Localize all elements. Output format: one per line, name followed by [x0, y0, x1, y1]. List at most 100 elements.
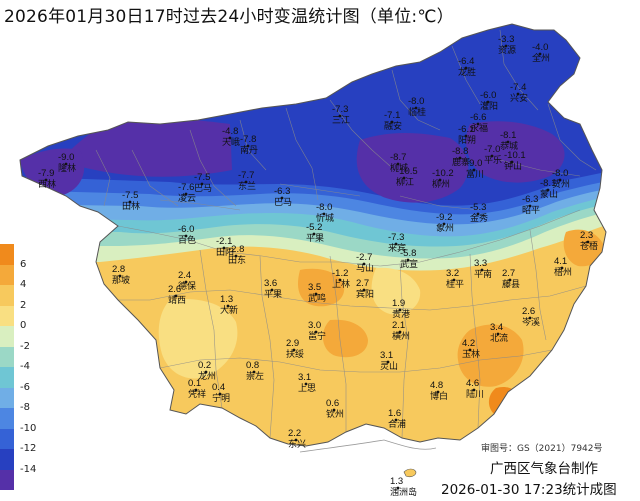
station-value: -1.2 — [332, 268, 348, 279]
station-dot — [338, 114, 342, 118]
station-marker: -6.0灌阳 — [480, 90, 498, 112]
station-name: 贺州 — [552, 178, 570, 190]
station-name: 昭平 — [522, 205, 540, 216]
station-marker: -2.1田阳 — [216, 236, 234, 258]
station-marker: 0.8崇左 — [246, 360, 264, 382]
station-name: 田东 — [228, 254, 246, 266]
station-name: 岑溪 — [522, 316, 540, 328]
station-value: 0.1 — [188, 378, 201, 389]
station-name: 武鸣 — [308, 292, 326, 304]
station-dot — [270, 288, 274, 292]
station-dot — [228, 136, 232, 140]
station-value: 3.6 — [264, 278, 277, 289]
station-dot — [394, 242, 398, 246]
station-dot — [362, 288, 366, 292]
legend-swatch — [0, 469, 14, 490]
station-dot — [204, 370, 208, 374]
station-name: 蒙山 — [540, 188, 558, 200]
station-value: 4.8 — [430, 380, 443, 391]
station-dot — [174, 294, 178, 298]
station-value: 1.3 — [220, 294, 233, 305]
station-value: 3.4 — [490, 322, 503, 333]
station-value: 2.2 — [288, 428, 301, 439]
station-marker: -7.1融安 — [384, 110, 402, 132]
station-dot — [234, 254, 238, 258]
station-marker: -7.5巴马 — [194, 172, 212, 194]
station-dot — [44, 178, 48, 182]
station-dot — [510, 160, 514, 164]
station-name: 西林 — [38, 178, 56, 190]
station-name: 马山 — [356, 263, 374, 274]
station-dot — [402, 176, 406, 180]
station-value: -6.1 — [458, 124, 474, 135]
station-dot — [586, 240, 590, 244]
station-name: 玉林 — [462, 348, 480, 360]
station-marker: -5.2平果 — [306, 222, 324, 244]
station-name: 象州 — [436, 222, 454, 234]
station-dot — [226, 304, 230, 308]
station-name: 北流 — [490, 332, 508, 344]
weizhou-island — [403, 468, 417, 478]
station-marker: 2.6岑溪 — [522, 306, 540, 328]
station-dot — [394, 418, 398, 422]
station-marker: -9.0富川 — [466, 158, 484, 180]
station-marker: 3.4北流 — [490, 322, 508, 344]
station-dot — [558, 178, 562, 182]
station-marker: -8.7柳城 — [390, 152, 408, 174]
station-value: 2.7 — [356, 278, 369, 289]
station-name: 平南 — [474, 268, 492, 280]
legend-label: 0 — [20, 320, 27, 331]
station-dot — [486, 100, 490, 104]
station-marker: -10.2柳州 — [432, 168, 454, 190]
station-name: 龙州 — [198, 370, 216, 382]
station-name: 上林 — [332, 278, 350, 290]
station-name: 钟山 — [504, 160, 522, 172]
station-dot — [246, 144, 250, 148]
station-value: -7.0 — [484, 144, 500, 155]
station-labels: -3.3资源 -4.0全州-6.4龙胜-7.4兴安-6.0灌阳-8.0临桂-7.3… — [38, 34, 598, 498]
station-name: 平乐 — [484, 154, 502, 166]
station-name: 宾阳 — [356, 288, 374, 300]
station-name: 平果 — [306, 233, 324, 244]
station-value: 1.9 — [392, 298, 405, 309]
station-name: 合浦 — [388, 418, 406, 430]
station-value: 3.0 — [308, 320, 321, 331]
station-value: -6.3 — [274, 186, 290, 197]
station-value: -5.8 — [400, 248, 416, 259]
station-value: 4.1 — [554, 256, 567, 267]
station-marker: -3.3资源 — [498, 34, 516, 56]
station-marker: 3.1灵山 — [380, 350, 398, 372]
station-marker: -7.3三江 — [332, 104, 350, 126]
station-marker: 3.1上思 — [298, 372, 316, 394]
station-name: 恭城 — [500, 141, 518, 152]
station-marker: 0.4宁明 — [212, 382, 230, 404]
station-name: 桂平 — [446, 278, 464, 290]
station-name: 兴安 — [510, 92, 528, 104]
station-dot — [472, 388, 476, 392]
station-value: -8.7 — [390, 152, 406, 163]
station-name: 武宣 — [400, 258, 418, 270]
station-dot — [396, 162, 400, 166]
legend-label: -8 — [20, 402, 30, 413]
station-marker: 4.6陆川 — [466, 378, 484, 400]
station-value: -6.6 — [470, 112, 486, 123]
station-name: 大新 — [220, 304, 238, 316]
station-value: -3.3 — [498, 34, 514, 45]
station-name: 博白 — [430, 390, 448, 402]
station-name: 凭祥 — [188, 388, 206, 400]
station-value: -6.4 — [458, 56, 474, 67]
station-dot — [338, 278, 342, 282]
station-marker: 0.6钦州 — [326, 398, 344, 420]
station-name: 平果 — [264, 289, 282, 300]
legend-label: -4 — [20, 361, 30, 372]
station-name: 金秀 — [470, 212, 488, 224]
station-value: -6.0 — [480, 90, 496, 101]
station-dot — [244, 180, 248, 184]
station-name: 百色 — [178, 234, 196, 246]
station-marker: -2.7马山 — [356, 252, 374, 274]
station-marker: -7.8南丹 — [240, 134, 258, 156]
station-value: -9.2 — [436, 212, 452, 223]
legend-label: -10 — [20, 422, 37, 434]
station-value: 3.5 — [308, 282, 321, 293]
station-marker: -7.7东兰 — [238, 170, 256, 192]
